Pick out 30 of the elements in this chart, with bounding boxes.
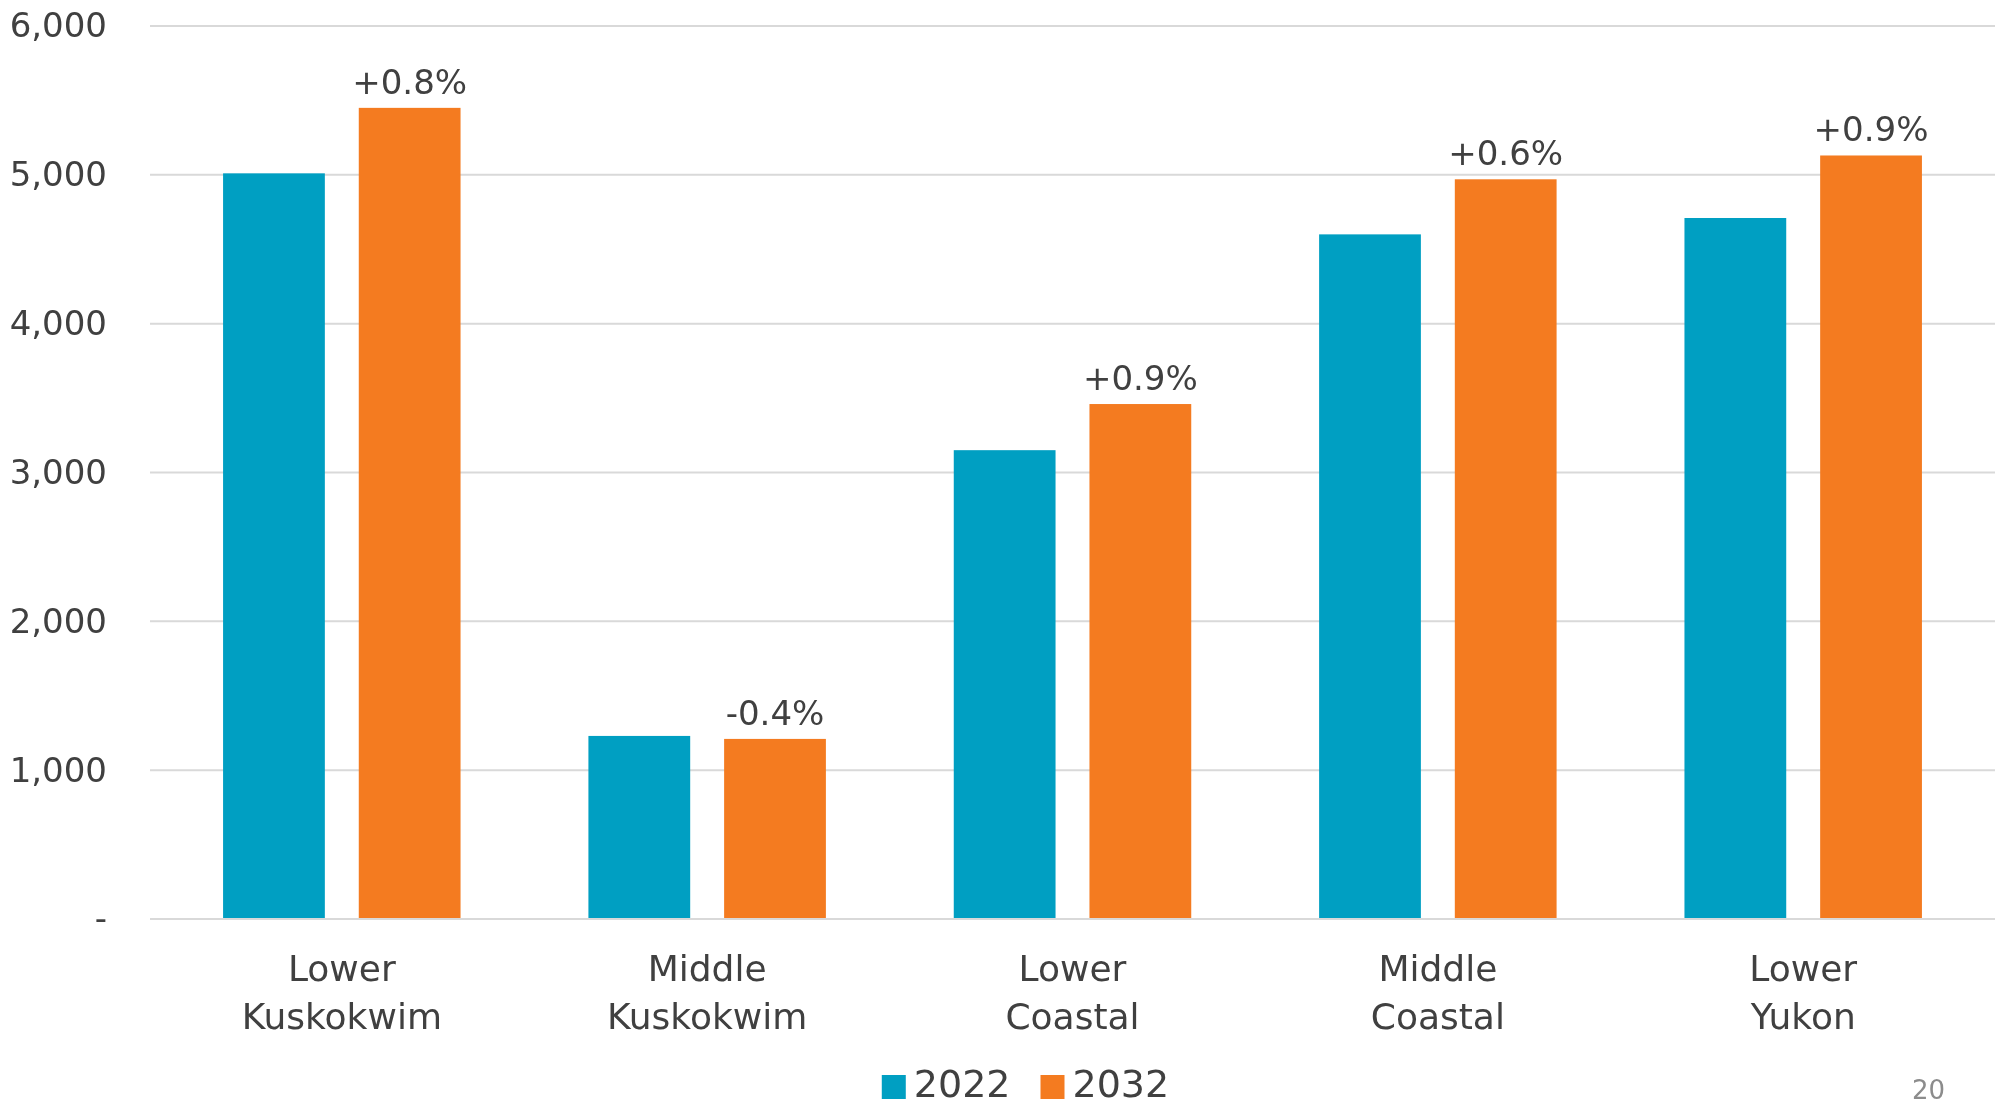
- y-tick-label: 3,000: [9, 451, 107, 492]
- y-tick-label: 1,000: [9, 749, 107, 790]
- x-tick-label: Lower Kuskokwim: [241, 948, 442, 1037]
- x-tick-label: Middle Kuskokwim: [606, 948, 808, 1037]
- legend-label: 2022: [913, 1062, 1011, 1106]
- bar: [588, 735, 691, 919]
- y-tick-label: 6,000: [9, 5, 107, 46]
- y-tick-label: 2,000: [9, 600, 107, 641]
- x-tick-label: Lower Coastal: [1005, 948, 1140, 1037]
- x-tick-label: Middle Coastal: [1370, 948, 1505, 1037]
- annotation: +0.9%: [1813, 109, 1929, 150]
- bar: [724, 738, 826, 919]
- annotation: +0.8%: [352, 61, 468, 102]
- annotation: -0.4%: [725, 692, 825, 733]
- bar: [1454, 179, 1557, 919]
- bar: [358, 107, 461, 919]
- bar: [1820, 155, 1922, 919]
- bar: [1684, 218, 1787, 919]
- bar: [223, 173, 325, 919]
- bar: [1089, 404, 1192, 919]
- y-tick-label: 5,000: [9, 154, 107, 195]
- text: 20: [1911, 1075, 1945, 1105]
- bar: [953, 450, 1056, 919]
- legend-label: 2032: [1072, 1062, 1170, 1106]
- y-tick-label: 4,000: [9, 303, 107, 344]
- annotation: +0.9%: [1082, 358, 1198, 399]
- y-tick-label: -: [94, 898, 107, 939]
- x-tick-label: Lower Yukon: [1749, 948, 1858, 1037]
- annotation: +0.6%: [1448, 133, 1564, 174]
- bar: [1319, 234, 1421, 919]
